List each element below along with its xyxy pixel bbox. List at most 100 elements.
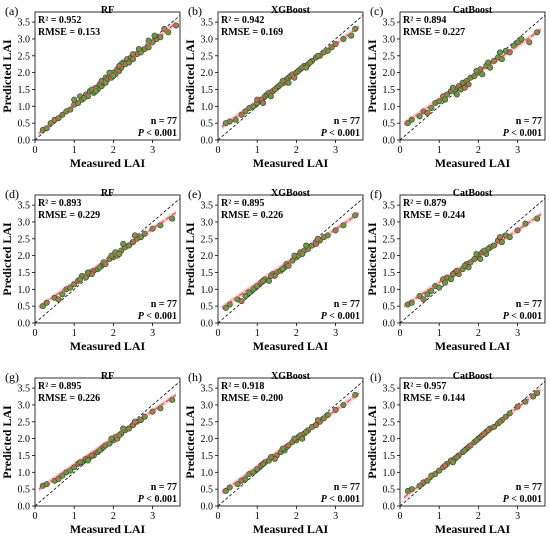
axes-frame [34, 194, 181, 324]
data-point [43, 299, 50, 306]
y-tick-label: 3.0 [383, 400, 396, 411]
rmse-label: RMSE = 0.244 [403, 210, 465, 221]
x-axis-title: Measured LAI [253, 156, 329, 170]
x-axis-title: Measured LAI [435, 522, 511, 536]
data-point [498, 56, 505, 63]
p-value-label: P < 0.001 [321, 311, 360, 322]
y-tick-label: 1.0 [201, 102, 214, 113]
y-tick-label: 1.5 [18, 451, 31, 462]
x-tick-label: 0 [216, 511, 221, 522]
x-tick-label: 1 [72, 328, 77, 339]
p-value-label: P < 0.001 [138, 494, 177, 505]
n-label: n = 77 [151, 299, 177, 310]
data-point [131, 232, 138, 239]
x-tick-label: 3 [333, 328, 338, 339]
data-point [285, 79, 292, 86]
y-tick-label: 3.0 [383, 34, 396, 45]
regression-line [403, 388, 542, 498]
panel-letter: (b) [188, 4, 202, 18]
data-point [442, 279, 449, 286]
data-point [320, 415, 327, 422]
data-point [453, 91, 460, 98]
data-point [479, 71, 486, 78]
y-tick-label: 2.0 [201, 434, 214, 445]
y-tick-label: 2.5 [201, 234, 214, 245]
y-tick-label: 2.5 [383, 234, 396, 245]
plot-area [35, 381, 180, 506]
data-point [260, 460, 267, 467]
data-point [88, 452, 95, 459]
data-point [477, 255, 484, 262]
data-point [173, 22, 180, 29]
data-point [324, 47, 331, 54]
axes-frame [217, 11, 364, 141]
rmse-label: RMSE = 0.227 [403, 27, 465, 38]
x-tick-label: 3 [333, 511, 338, 522]
panel-letter: (c) [370, 4, 383, 18]
y-tick-label: 0.0 [383, 502, 396, 513]
data-point [260, 99, 267, 106]
data-point [120, 425, 127, 432]
y-tick-label: 3.0 [201, 217, 214, 228]
n-label: n = 77 [334, 299, 360, 310]
y-tick-label: 2.0 [201, 68, 214, 79]
y-axis-title: Predicted LAI [365, 222, 379, 296]
x-axis-title: Measured LAI [70, 339, 146, 353]
panel-title: RF [101, 371, 114, 382]
p-value-label: P < 0.001 [503, 311, 542, 322]
y-tick-label: 3.0 [383, 217, 396, 228]
data-point [71, 96, 78, 103]
y-tick-label: 1.0 [383, 102, 396, 113]
rmse-label: RMSE = 0.226 [221, 210, 283, 221]
data-point [449, 459, 456, 466]
y-tick-label: 0.5 [18, 302, 31, 313]
data-point [59, 291, 66, 298]
y-tick-label: 2.0 [383, 434, 396, 445]
y-tick-label: 2.0 [383, 68, 396, 79]
x-tick-label: 3 [150, 145, 155, 156]
y-tick-label: 1.0 [201, 285, 214, 296]
data-point [102, 79, 109, 86]
y-tick-label: 3.5 [383, 201, 396, 212]
y-tick-label: 1.5 [383, 85, 396, 96]
x-tick-label: 0 [33, 145, 38, 156]
data-point [408, 116, 415, 123]
data-point [332, 227, 339, 234]
data-point [473, 250, 480, 257]
data-point [447, 276, 454, 283]
axes-frame [399, 194, 546, 324]
data-point [461, 84, 468, 91]
y-tick-label: 3.5 [18, 18, 31, 29]
y-tick-label: 0.5 [18, 119, 31, 130]
y-tick-label: 1.5 [18, 85, 31, 96]
data-point [59, 472, 66, 479]
y-tick-label: 0.0 [201, 502, 214, 513]
y-axis-title: Predicted LAI [365, 39, 379, 113]
x-tick-label: 1 [255, 328, 260, 339]
x-axis-title: Measured LAI [70, 156, 146, 170]
data-point [291, 74, 298, 81]
data-point [506, 49, 513, 56]
data-point [145, 37, 152, 44]
x-tick-label: 3 [333, 145, 338, 156]
regression-line [221, 26, 360, 128]
y-tick-label: 3.5 [18, 384, 31, 395]
data-point [92, 88, 99, 95]
n-label: n = 77 [516, 299, 542, 310]
y-tick-label: 0.0 [383, 319, 396, 330]
y-tick-label: 2.5 [18, 234, 31, 245]
scatter-panel: 0 1 2 3 0.0 0.5 1.0 1.5 2.0 2.5 3.0 3.5(i) CatBoost R… [365, 370, 546, 536]
panel-title: XGBoost [271, 188, 311, 199]
x-axis-title: Measured LAI [435, 156, 511, 170]
axes-frame [399, 11, 546, 141]
plot-area [35, 15, 180, 140]
rmse-label: RMSE = 0.226 [38, 393, 100, 404]
axes-frame [217, 377, 364, 507]
r2-label: R² = 0.894 [403, 15, 446, 26]
x-tick-label: 1 [437, 328, 442, 339]
r2-label: R² = 0.893 [38, 198, 81, 209]
p-value-label: P < 0.001 [503, 128, 542, 139]
scatter-panel: 0 1 2 3 0.0 0.5 1.0 1.5 2.0 2.5 3.0 3.5(a) RF R² = 0.… [0, 4, 181, 170]
data-point [242, 476, 249, 483]
data-point [265, 277, 272, 284]
